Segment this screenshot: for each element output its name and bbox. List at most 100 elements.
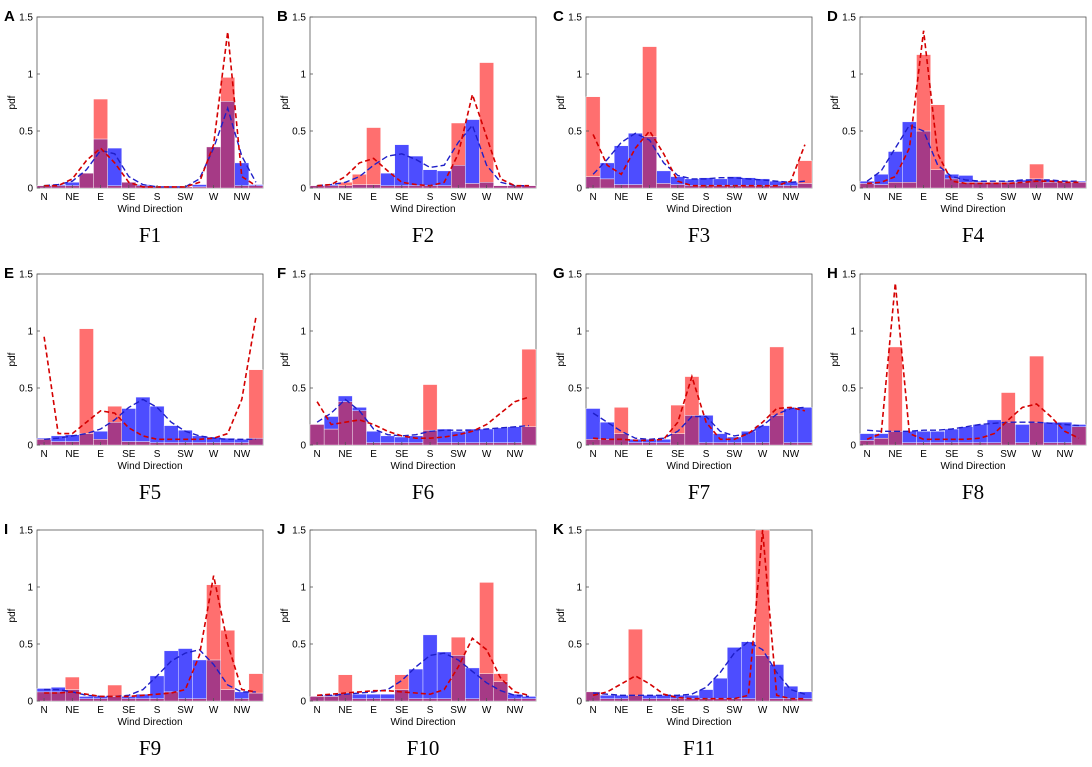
x-tick-label: SE: [671, 192, 685, 203]
x-axis-title: Wind Direction: [390, 204, 455, 215]
x-tick-label: N: [40, 705, 47, 716]
panel-caption: F10: [407, 736, 440, 760]
y-tick-label: 1: [850, 70, 856, 81]
overlap-bar: [465, 698, 480, 702]
y-tick-label: 1.5: [19, 526, 33, 537]
red-bar: [352, 174, 367, 185]
blue-bar: [797, 407, 813, 443]
y-axis-title: pdf: [7, 352, 18, 366]
x-axis-title: Wind Direction: [940, 461, 1005, 472]
x-axis-title: Wind Direction: [390, 461, 455, 472]
blue-bar: [163, 650, 179, 693]
x-tick-label: SW: [450, 192, 467, 203]
blue-bar: [149, 406, 165, 443]
overlap-bar: [521, 426, 537, 446]
red-bar: [916, 54, 931, 132]
overlap-bar: [741, 698, 756, 702]
red-bar: [769, 346, 784, 416]
x-tick-label: NE: [614, 449, 628, 460]
overlap-bar: [248, 692, 264, 702]
overlap-bar: [206, 146, 221, 189]
overlap-bar: [79, 172, 94, 189]
y-tick-label: 0.5: [842, 384, 856, 395]
panel-letter: C: [553, 8, 564, 25]
blue-bar: [163, 425, 179, 443]
overlap-bar: [107, 185, 122, 189]
red-bar: [585, 96, 601, 177]
y-axis-title: pdf: [830, 352, 841, 366]
y-tick-label: 0.5: [568, 640, 582, 651]
blue-bar: [698, 689, 714, 699]
y-tick-label: 1.5: [568, 526, 582, 537]
y-tick-label: 0.5: [292, 640, 306, 651]
x-tick-label: E: [370, 192, 377, 203]
y-axis-title: pdf: [280, 95, 291, 109]
overlap-bar: [220, 442, 235, 446]
blue-bar: [958, 175, 974, 183]
overlap-bar: [656, 698, 671, 702]
panel-caption: F4: [962, 223, 985, 247]
x-tick-label: W: [758, 449, 768, 460]
x-tick-label: E: [646, 192, 653, 203]
panel-letter: J: [277, 521, 285, 538]
red-bar: [614, 407, 629, 434]
blue-bar: [755, 425, 770, 443]
x-tick-label: N: [589, 449, 596, 460]
blue-fit-line: [44, 105, 257, 188]
blue-bar: [727, 647, 742, 699]
panel-caption: F2: [412, 223, 434, 247]
blue-fit-line: [44, 648, 256, 698]
x-tick-label: N: [863, 449, 870, 460]
x-tick-label: SE: [395, 705, 409, 716]
panel-k: 0 0.5 1 1.5 N NE E SE S SW W NW Wind Direction pdf K F1…: [553, 521, 813, 760]
overlap-bar: [451, 164, 466, 189]
x-tick-label: NW: [233, 192, 250, 203]
y-tick-label: 1: [850, 327, 856, 338]
blue-bar: [408, 435, 424, 443]
y-axis-title: pdf: [556, 352, 567, 366]
panel-a: 0 0.5 1 1.5 N NE E SE S SW W NW Wind Direction pdf A F1: [4, 8, 264, 247]
x-tick-label: NE: [614, 192, 628, 203]
x-tick-label: E: [920, 192, 927, 203]
x-tick-label: N: [863, 192, 870, 203]
y-tick-label: 1: [300, 70, 306, 81]
overlap-bar: [380, 185, 395, 189]
x-tick-label: SW: [726, 449, 743, 460]
x-tick-label: S: [427, 449, 434, 460]
overlap-bar: [656, 183, 671, 189]
y-tick-label: 0: [27, 441, 33, 452]
x-tick-label: NW: [233, 449, 250, 460]
x-tick-label: SW: [1000, 192, 1017, 203]
x-tick-label: SE: [671, 449, 685, 460]
blue-bar: [859, 433, 875, 441]
x-tick-label: N: [589, 192, 596, 203]
x-tick-label: NW: [1056, 449, 1073, 460]
y-axis-title: pdf: [556, 95, 567, 109]
y-tick-label: 0: [576, 697, 582, 708]
overlap-bar: [642, 136, 657, 189]
overlap-bar: [436, 442, 452, 446]
overlap-bar: [451, 655, 466, 702]
y-tick-label: 0: [576, 184, 582, 195]
blue-bar: [712, 678, 728, 699]
overlap-bar: [50, 441, 66, 446]
x-tick-label: SW: [450, 449, 467, 460]
overlap-bar: [769, 415, 784, 446]
red-bar: [1029, 163, 1044, 180]
x-tick-label: SE: [122, 192, 136, 203]
blue-bar: [521, 696, 537, 699]
x-tick-label: W: [209, 449, 219, 460]
overlap-bar: [1043, 442, 1058, 446]
overlap-bar: [93, 138, 108, 189]
overlap-bar: [107, 422, 122, 446]
panel-letter: E: [4, 265, 14, 282]
red-bar: [93, 98, 108, 140]
overlap-bar: [902, 182, 917, 189]
x-tick-label: NE: [614, 705, 628, 716]
red-bar: [1001, 392, 1016, 423]
red-bar: [684, 376, 700, 416]
panel-caption: F7: [688, 480, 710, 504]
red-bar: [521, 349, 537, 427]
overlap-bar: [741, 442, 756, 446]
